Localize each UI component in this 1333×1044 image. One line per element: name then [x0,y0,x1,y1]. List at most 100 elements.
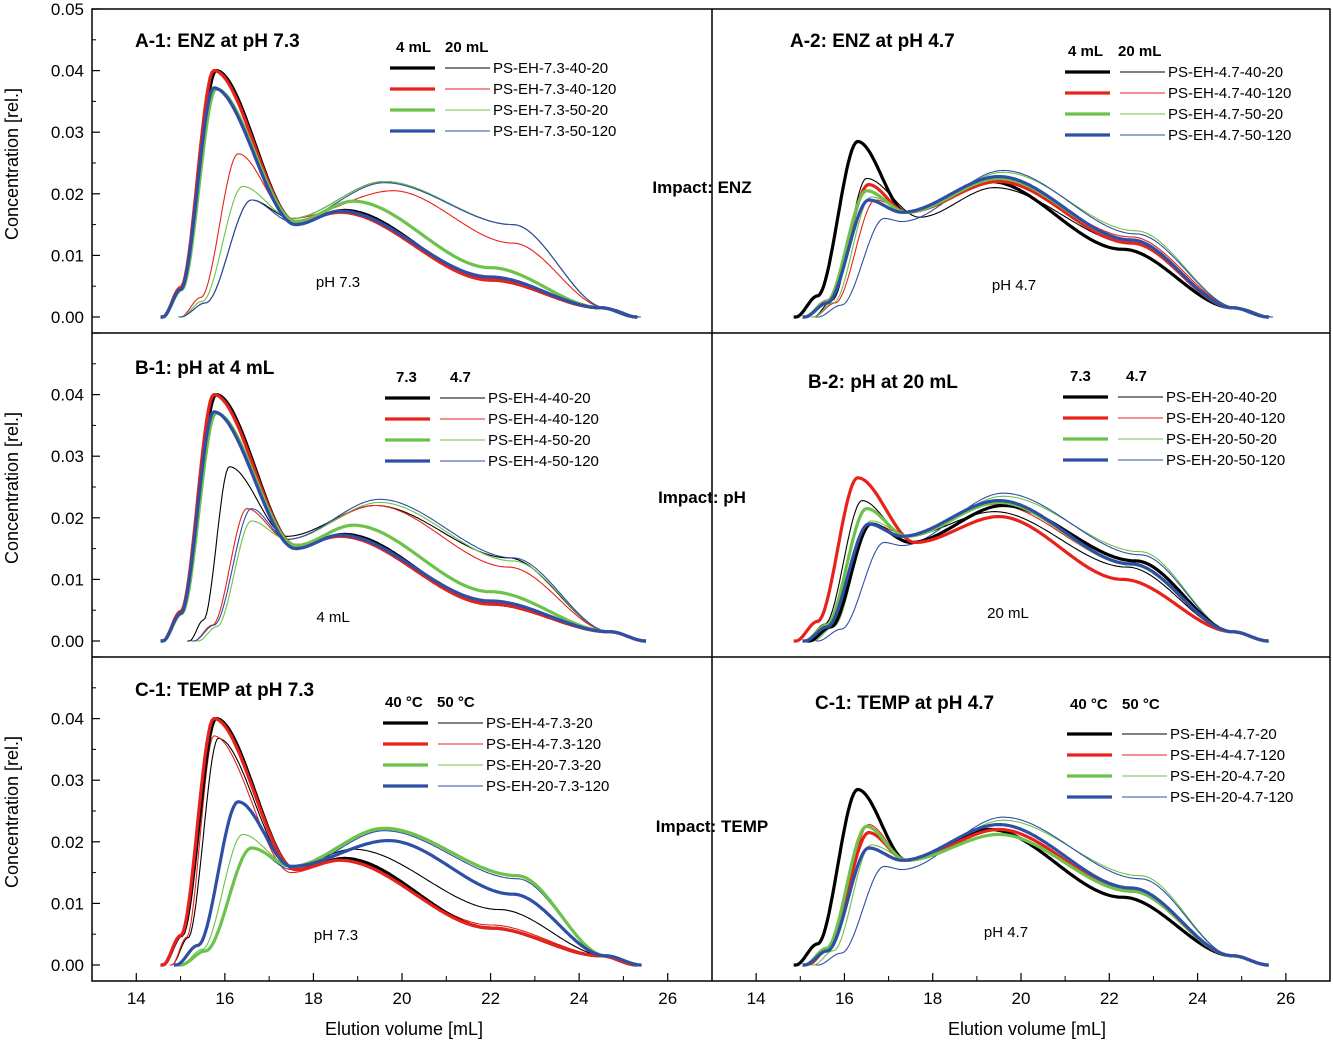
xtick-label: 24 [1188,989,1207,1008]
ytick-label: 0.00 [51,956,84,975]
legend-label: PS-EH-4.7-50-20 [1168,106,1283,123]
ytick-label: 0.00 [51,308,84,327]
legend-label: PS-EH-4-4.7-20 [1170,726,1277,743]
legend-col-header: 7.3 [396,369,417,386]
series-line-PS-EH-20-4.7-20-thin [811,819,1269,966]
series-line-PS-EH-4-50-120-thin [191,498,646,642]
legend-label: PS-EH-4-7.3-120 [486,736,601,753]
x-axis-labels: Elution volume [mL] Elution volume [mL] [325,1019,1106,1039]
y-axis-labels: Concentration [rel.] Concentration [rel.… [2,88,22,888]
legend-label: PS-EH-4.7-50-120 [1168,127,1291,144]
panels-group: 0.00 0.01 0.02 0.03 0.04 0.05 A-1: ENZ at pH 7… [51,0,1331,1008]
legend-label: PS-EH-20-7.3-20 [486,757,601,774]
series-line-PS-EH-20-40-120-thick [793,476,1269,643]
panel-note: pH 4.7 [992,277,1036,294]
legend-label: PS-EH-4.7-40-120 [1168,85,1291,102]
ytick-label: 0.01 [51,570,84,589]
legend-label: PS-EH-7.3-50-120 [493,123,616,140]
xtick-label: 16 [835,989,854,1008]
figure-frame [91,8,1331,982]
xtick-label: 18 [923,989,942,1008]
impact-labels: Impact: ENZ Impact: pH Impact: TEMP [652,178,768,836]
x-axis-label-left: Elution volume [mL] [325,1019,483,1039]
series-line-PS-EH-20-50-120-thick [802,499,1269,643]
legend-label: PS-EH-7.3-40-20 [493,60,608,77]
series-line-PS-EH-4.7-50-120-thick [802,175,1269,319]
impact-label-ph: Impact: pH [658,488,746,507]
xtick-label: 22 [1100,989,1119,1008]
ytick-label: 0.02 [51,509,84,528]
legend-col-header: 4 mL [396,39,431,56]
panel-note: pH 4.7 [984,924,1028,941]
legend-col-header: 40 °C [1070,696,1108,713]
legend-label: PS-EH-20-50-120 [1166,452,1285,469]
legend-label: PS-EH-20-50-20 [1166,431,1277,448]
legend-label: PS-EH-4-4.7-120 [1170,747,1285,764]
panel-note: 4 mL [316,609,349,626]
series-line-PS-EH-4-40-120-thin [191,504,646,642]
panel-title: A-2: ENZ at pH 4.7 [790,31,955,52]
series-line-PS-EH-4-50-120-thick [160,410,646,643]
xtick-label: 24 [570,989,589,1008]
panel-A1: 0.00 0.01 0.02 0.03 0.04 0.05 A-1: ENZ at pH 7… [51,0,641,327]
impact-label-temp: Impact: TEMP [656,817,768,836]
panel-B2: B-2: pH at 20 mL 7.3 4.7 PS-EH-20-40-20 PS-E… [793,368,1285,643]
series-line-PS-EH-7.3-50-120-thick [160,86,638,319]
series-line-PS-EH-4-50-20-thin [196,501,646,642]
series-line-PS-EH-20-7.3-120-thick [173,800,642,967]
impact-label-enz: Impact: ENZ [652,178,751,197]
legend-label: PS-EH-7.3-40-120 [493,81,616,98]
series-line-PS-EH-20-4.7-120-thick [802,823,1269,967]
panel-note: 20 mL [987,605,1029,622]
xtick-label: 22 [481,989,500,1008]
xtick-label: 16 [215,989,234,1008]
panel-title: C-1: TEMP at pH 4.7 [815,693,994,714]
series-line-PS-EH-20-4.7-120-thin [815,816,1268,966]
series-line-PS-EH-7.3-40-120-thin [178,153,641,318]
ytick-label: 0.02 [51,185,84,204]
panel-note: pH 7.3 [316,274,360,291]
panel-C1: 0.00 0.01 0.02 0.03 0.04 14 16 18 20 22 24 26 C-1: T… [51,656,713,1008]
panel-title: B-2: pH at 20 mL [808,372,958,393]
legend-col-header: 4 mL [1068,43,1103,60]
series-line-PS-EH-4-7.3-120-thick [160,717,638,967]
panel-title: C-1: TEMP at pH 7.3 [135,680,314,701]
legend-label: PS-EH-20-7.3-120 [486,778,609,795]
legend-col-header: 20 mL [445,39,488,56]
series-line-PS-EH-7.3-50-120-thin [178,182,641,318]
ytick-label: 0.03 [51,123,84,142]
legend-col-header: 7.3 [1070,368,1091,385]
legend-label: PS-EH-4-7.3-20 [486,715,593,732]
xtick-label: 20 [1012,989,1031,1008]
y-axis-label-row-3: Concentration [rel.] [2,736,22,888]
ytick-label: 0.00 [51,632,84,651]
series-line-PS-EH-20-50-120-thin [815,492,1268,642]
ytick-label: 0.04 [51,386,84,405]
legend-label: PS-EH-4-50-120 [488,453,599,470]
legend-label: PS-EH-4-50-20 [488,432,591,449]
series-line-PS-EH-4-4.7-20-thick [793,787,1269,967]
xtick-label: 14 [127,989,146,1008]
ytick-label: 0.03 [51,447,84,466]
legend-label: PS-EH-4-40-120 [488,411,599,428]
xtick-label: 18 [304,989,323,1008]
legend-label: PS-EH-7.3-50-20 [493,102,608,119]
ytick-label: 0.01 [51,246,84,265]
series-line-PS-EH-4.7-50-120-thin [815,169,1274,318]
series-line-PS-EH-20-7.3-20-thick [178,826,641,967]
legend-label: PS-EH-20-4.7-120 [1170,789,1293,806]
series-line-PS-EH-4.7-40-20-thick [793,139,1269,319]
panel-C2: 14 16 18 20 22 24 26 C-1: TEMP at pH 4.7 40 °C 50… [711,693,1331,1008]
panel-B1: 0.00 0.01 0.02 0.03 0.04 B-1: pH at 4 mL 7.3 4.… [51,332,646,651]
legend-col-header: 50 °C [437,694,475,711]
legend-col-header: 50 °C [1122,696,1160,713]
xtick-label: 20 [393,989,412,1008]
legend-col-header: 4.7 [450,369,471,386]
ytick-label: 0.03 [51,771,84,790]
series-line-PS-EH-20-40-20-thin [802,500,1269,642]
legend-label: PS-EH-20-4.7-20 [1170,768,1285,785]
legend-col-header: 40 °C [385,694,423,711]
panel-title: A-1: ENZ at pH 7.3 [135,31,300,52]
ytick-label: 0.05 [51,0,84,19]
